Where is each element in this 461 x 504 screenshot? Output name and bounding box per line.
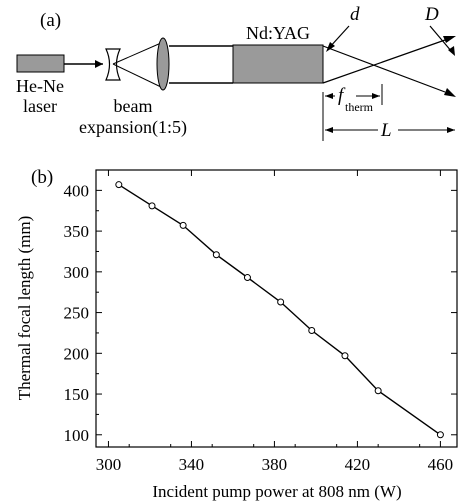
f-therm-arrow-left [325, 93, 333, 99]
data-point [243, 274, 251, 282]
D-pointer-arrow [448, 46, 455, 56]
x-axis-label: Incident pump power at 808 nm (W) [152, 482, 401, 501]
data-point [436, 431, 444, 439]
expansion-label-line1: beam [114, 96, 153, 116]
x-tick-label: 420 [345, 455, 371, 474]
y-tick-label: 150 [64, 385, 90, 404]
y-tick-label: 350 [64, 222, 90, 241]
data-point [308, 326, 316, 334]
data-point [179, 221, 187, 229]
convex-lens [156, 37, 170, 91]
data-point [212, 251, 220, 259]
panel-b-chart: (b) 300 340 380 420 460 100 150 200 250 300 350 40… [15, 167, 458, 501]
D-pointer [429, 25, 453, 53]
laser-label-line2: laser [23, 96, 57, 116]
expansion-label-line2: expansion(1:5) [79, 117, 187, 138]
data-point [341, 352, 349, 360]
input-beam-arrow [95, 60, 103, 68]
x-tick-label: 340 [179, 455, 205, 474]
y-tick-label: 300 [64, 263, 90, 282]
data-point [148, 202, 156, 210]
y-tick-label: 200 [64, 344, 90, 363]
laser-label-line1: He-Ne [16, 76, 64, 96]
data-point [277, 298, 285, 306]
output-ray-down [322, 45, 446, 93]
diverging-ray-bottom [112, 63, 162, 88]
y-tick-label: 400 [64, 181, 90, 200]
crystal-label: Nd:YAG [246, 23, 310, 43]
panel-a-label: (a) [40, 10, 61, 31]
panel-b-label: (b) [31, 167, 53, 188]
x-ticks: 300 340 380 420 460 [96, 170, 453, 474]
y-tick-label: 250 [64, 304, 90, 323]
D-label: D [424, 4, 439, 25]
output-arrow-up [443, 36, 456, 43]
data-point [374, 387, 382, 395]
d-label: d [350, 4, 360, 25]
output-arrow-down [444, 88, 456, 97]
panel-a-schematic: (a) He-Ne laser beam expansion(1:5) Nd:Y… [16, 4, 456, 141]
f-subscript: therm [345, 100, 374, 114]
L-arrow-right [447, 127, 455, 133]
x-tick-label: 380 [262, 455, 288, 474]
f-label: f [338, 85, 346, 106]
output-ray-up [322, 39, 446, 84]
diverging-ray-top [112, 42, 162, 65]
data-point [115, 181, 123, 189]
x-tick-label: 300 [96, 455, 122, 474]
series-markers [115, 181, 444, 439]
y-ticks: 100 150 200 250 300 350 400 [64, 181, 457, 445]
x-tick-label: 460 [428, 455, 454, 474]
series-line [118, 184, 441, 436]
L-arrow-left [325, 127, 333, 133]
f-therm-arrow-right [372, 93, 380, 99]
y-tick-label: 100 [64, 426, 90, 445]
L-label: L [380, 120, 392, 141]
d-pointer-arrow [326, 42, 335, 52]
nd-yag-crystal [232, 44, 324, 84]
laser-box [16, 54, 65, 73]
plot-frame [95, 169, 458, 448]
y-axis-label: Thermal focal length (mm) [15, 216, 34, 401]
